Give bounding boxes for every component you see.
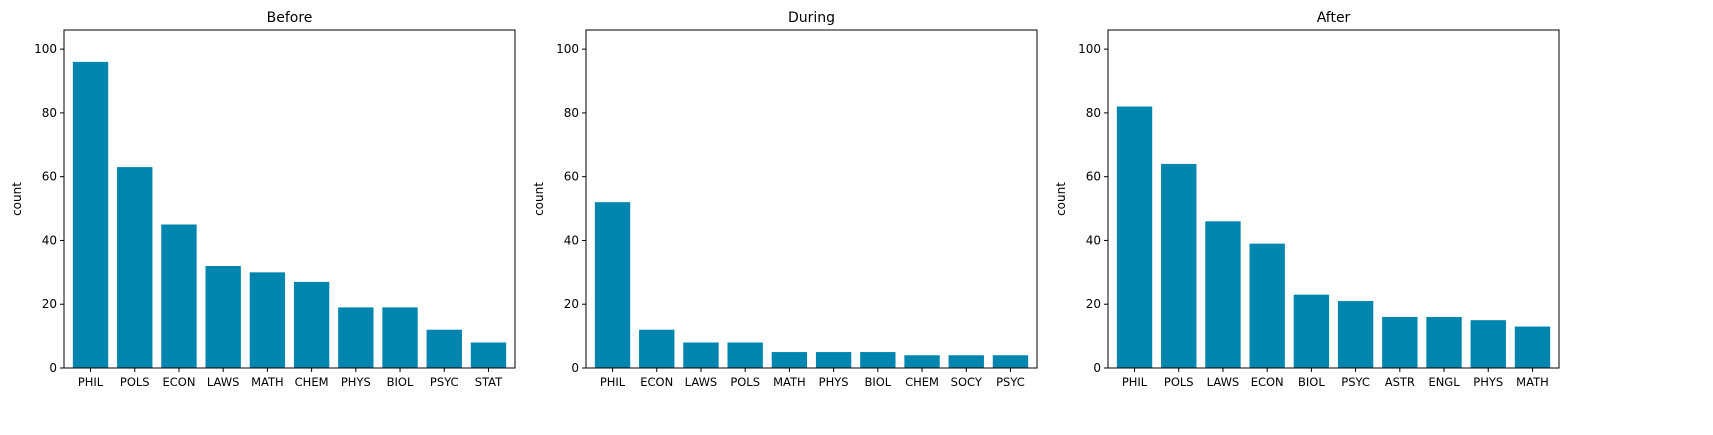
chart-panel-after: After count 0 20 40 60 80 100 PHIL POLS LAWS ECON BI… [1054, 10, 1560, 389]
bar-psyc [1337, 301, 1374, 368]
chart-title: During [788, 10, 835, 26]
x-tick-label: PSYC [430, 375, 459, 389]
x-tick-label: MATH [251, 375, 284, 389]
x-tick-label: ECON [1251, 375, 1284, 389]
bar-psyc [992, 355, 1029, 368]
x-tick-label: ECON [640, 375, 673, 389]
bar-econ [1249, 243, 1285, 368]
bar-pols [727, 342, 763, 368]
x-tick-label: MATH [1516, 375, 1549, 389]
bar-math [1514, 326, 1551, 368]
x-tick-label: ECON [162, 375, 195, 389]
x-tick-label: LAWS [1207, 375, 1240, 389]
y-tick-label: 80 [564, 106, 579, 120]
y-tick-label: 60 [42, 170, 57, 184]
x-tick-label: BIOL [387, 375, 414, 389]
bar-phil [594, 202, 631, 368]
bar-stat [470, 342, 507, 368]
x-tick-label: LAWS [207, 375, 240, 389]
bar-chem [904, 355, 940, 368]
y-tick-label: 40 [564, 233, 579, 247]
bar-phil [72, 61, 109, 369]
bar-laws [205, 265, 241, 368]
bar-econ [161, 224, 197, 368]
y-axis-label: count [1054, 182, 1068, 216]
chart-panel-during: During count 0 20 40 60 80 100 PHIL ECON LAWS POLS M… [532, 10, 1038, 389]
chart-panel-before: Before count 0 20 40 60 80 100 PHIL POLS ECON LAWS M… [10, 10, 516, 389]
bar-pols [1161, 163, 1197, 368]
y-axis-label: count [10, 182, 24, 216]
y-axis-label: count [532, 182, 546, 216]
y-tick-label: 0 [1093, 361, 1101, 375]
x-tick-label: BIOL [864, 375, 891, 389]
bar-socy [948, 355, 984, 368]
y-tick-label: 0 [571, 361, 579, 375]
y-tick-label: 40 [1086, 233, 1101, 247]
bar-biol [1293, 294, 1330, 368]
x-tick-label: PHYS [1473, 375, 1503, 389]
x-tick-label: PHIL [1122, 375, 1148, 389]
y-tick-label: 100 [556, 42, 579, 56]
bar-phys [815, 352, 852, 368]
axes-frame [1107, 29, 1560, 369]
x-tick-label: PSYC [996, 375, 1025, 389]
y-tick-label: 100 [34, 42, 57, 56]
bar-math [771, 352, 808, 368]
y-tick-label: 40 [42, 233, 57, 247]
x-tick-label: ENGL [1428, 375, 1460, 389]
chart-title: Before [267, 10, 313, 26]
y-tick-label: 20 [564, 297, 579, 311]
y-tick-label: 100 [1078, 42, 1101, 56]
bar-econ [639, 329, 675, 368]
x-tick-label: STAT [475, 375, 503, 389]
bar-chem [293, 281, 330, 368]
x-tick-label: PHIL [600, 375, 626, 389]
bar-phys [1470, 320, 1506, 368]
x-tick-label: POLS [120, 375, 150, 389]
bar-laws [683, 342, 719, 368]
y-tick-label: 0 [49, 361, 57, 375]
bar-phil [1116, 106, 1153, 368]
y-tick-label: 60 [564, 170, 579, 184]
y-tick-label: 20 [1086, 297, 1101, 311]
bar-astr [1382, 316, 1418, 368]
chart-title: After [1317, 10, 1351, 26]
x-tick-label: PHIL [78, 375, 104, 389]
axes-frame [63, 29, 516, 369]
x-tick-label: MATH [773, 375, 806, 389]
y-tick-label: 20 [42, 297, 57, 311]
axes-frame [585, 29, 1038, 369]
bar-biol [860, 352, 896, 368]
y-tick-label: 80 [1086, 106, 1101, 120]
x-tick-label: BIOL [1298, 375, 1325, 389]
y-tick-label: 60 [1086, 170, 1101, 184]
x-tick-label: POLS [1164, 375, 1194, 389]
x-tick-label: POLS [730, 375, 760, 389]
bar-engl [1426, 316, 1462, 368]
x-tick-label: PHYS [819, 375, 849, 389]
x-tick-label: CHEM [905, 375, 939, 389]
bar-pols [117, 167, 153, 368]
bar-laws [1205, 221, 1241, 368]
bar-math [249, 272, 286, 368]
y-tick-label: 80 [42, 106, 57, 120]
bar-psyc [426, 329, 462, 368]
x-tick-label: SOCY [951, 375, 983, 389]
x-tick-label: PSYC [1341, 375, 1370, 389]
bar-biol [382, 307, 418, 368]
x-tick-label: LAWS [685, 375, 718, 389]
bar-phys [338, 307, 374, 368]
x-tick-label: CHEM [295, 375, 329, 389]
x-tick-label: ASTR [1385, 375, 1415, 389]
x-tick-label: PHYS [341, 375, 371, 389]
